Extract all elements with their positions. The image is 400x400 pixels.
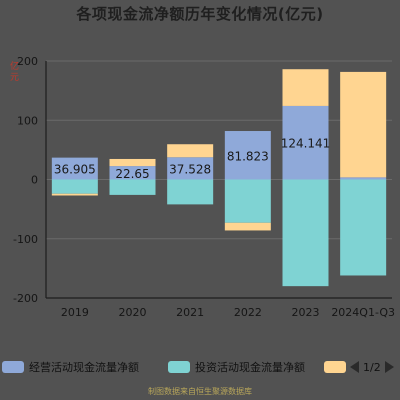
- bar-investing: [51, 179, 98, 194]
- bar-operating: [340, 177, 387, 180]
- bar-operating: [224, 131, 271, 180]
- y-tick-label: 0: [31, 174, 38, 187]
- chart-title: 各项现金流净额历年变化情况(亿元): [76, 5, 324, 23]
- y-tick-label: -100: [13, 233, 38, 246]
- legend-prev-icon[interactable]: [350, 361, 359, 373]
- legend-item-operating[interactable]: 经营活动现金流量净额: [2, 357, 139, 377]
- bar-investing: [282, 179, 329, 287]
- data-label-operating: 124.141: [281, 137, 331, 151]
- legend: 经营活动现金流量净额 投资活动现金流量净额 1/2: [0, 357, 400, 377]
- bar-financing: [167, 144, 214, 158]
- legend-item-financing[interactable]: [324, 357, 351, 377]
- bar-investing: [340, 179, 387, 276]
- data-label-operating: 81.823: [227, 149, 269, 163]
- bar-investing: [167, 179, 214, 205]
- bar-financing: [282, 69, 329, 106]
- bar-operating: [167, 157, 214, 180]
- data-label-operating: 22.65: [115, 167, 149, 181]
- legend-swatch-investing: [168, 361, 190, 373]
- x-tick-label: 2020: [119, 306, 147, 319]
- bar-financing: [340, 71, 387, 178]
- legend-page-indicator: 1/2: [363, 360, 381, 374]
- data-label-operating: 36.905: [54, 163, 96, 177]
- legend-swatch-operating: [2, 361, 24, 373]
- bar-operating: [109, 166, 156, 180]
- bar-financing: [109, 158, 156, 167]
- x-tick-label: 2023: [292, 306, 320, 319]
- y-tick-label: -200: [13, 292, 38, 305]
- x-tick-label: 2021: [176, 306, 204, 319]
- data-label-operating: 37.528: [169, 162, 211, 176]
- y-axis-unit-label: 亿元: [10, 62, 20, 83]
- bar-operating: [51, 157, 98, 180]
- bar-operating: [282, 105, 329, 180]
- bar-investing: [109, 179, 156, 195]
- legend-label-investing: 投资活动现金流量净额: [195, 361, 305, 374]
- legend-item-investing[interactable]: 投资活动现金流量净额: [168, 357, 305, 377]
- bar-financing: [224, 222, 271, 231]
- legend-label-operating: 经营活动现金流量净额: [29, 361, 139, 374]
- legend-next-icon[interactable]: [384, 361, 394, 373]
- x-tick-label: 2024Q1-Q3: [331, 306, 395, 319]
- y-tick-label: 100: [17, 114, 38, 127]
- x-tick-label: 2022: [234, 306, 262, 319]
- legend-swatch-financing: [324, 361, 346, 373]
- data-source-note: 制图数据来自恒生聚源数据库: [148, 387, 252, 396]
- bar-financing: [51, 193, 98, 196]
- bar-investing: [224, 179, 271, 223]
- y-tick-label: 200: [17, 55, 38, 68]
- x-tick-label: 2019: [61, 306, 89, 319]
- legend-pager: 1/2: [350, 357, 394, 377]
